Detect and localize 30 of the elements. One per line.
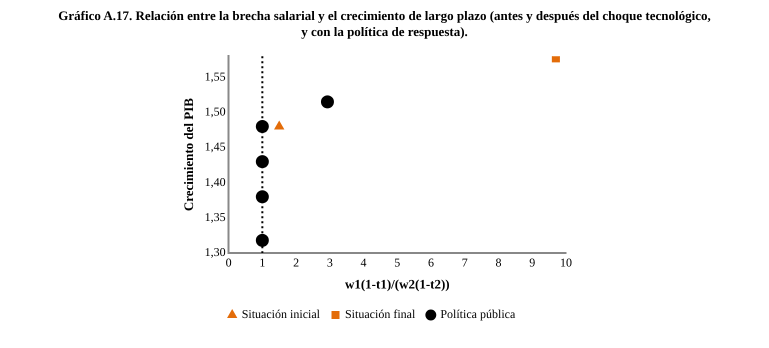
y-tick-label: 1,45 (204, 140, 226, 154)
x-tick-label: 4 (360, 255, 367, 270)
point (274, 120, 284, 130)
x-tick-label: 6 (428, 255, 434, 270)
chart-title: Gráfico A.17. Relación entre la brecha salarial y el crecimiento de largo plazo (antes y después del choque tecnológico, y con la política de respuesta). (57, 8, 712, 40)
x-tick-label: 1 (259, 255, 266, 270)
x-tick-label: 2 (293, 255, 300, 270)
point (256, 234, 269, 247)
point (256, 155, 269, 168)
legend-label: Situación final (345, 307, 416, 322)
x-axis-title: w1(1-t1)/(w2(1-t2)) (344, 276, 450, 292)
x-tick-label: 3 (326, 255, 333, 270)
x-tick-label: 9 (529, 255, 536, 270)
legend-label: Política pública (440, 307, 516, 322)
x-tick-label: 0 (226, 255, 232, 270)
point (256, 120, 269, 133)
y-tick-label: 1,55 (204, 69, 226, 84)
x-tick-label: 7 (462, 255, 468, 270)
point (256, 190, 269, 204)
legend-label: Situación inicial (242, 307, 321, 322)
y-tick-label: 1,30 (204, 245, 226, 260)
x-tick-label: 8 (496, 255, 502, 270)
y-tick-label: 1,35 (204, 210, 226, 224)
y-tick-label: 1,40 (204, 174, 226, 189)
point (320, 95, 334, 108)
y-tick-label: 1,50 (204, 104, 226, 119)
x-tick-label: 10 (560, 255, 572, 270)
y-axis-title: Crecimiento del PIB (181, 98, 196, 212)
x-tick-label: 5 (394, 255, 400, 270)
point (552, 56, 560, 62)
